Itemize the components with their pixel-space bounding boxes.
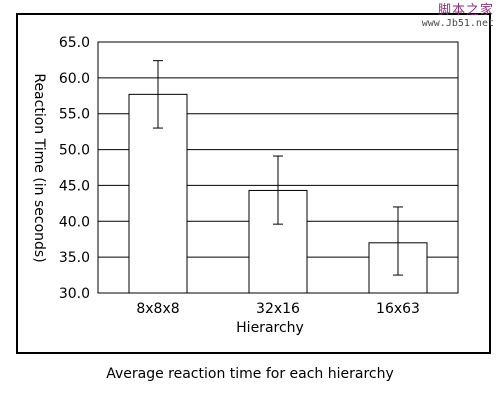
y-tick-labels: 30.0 35.0 40.0 45.0 50.0 55.0 60.0 65.0 [59, 35, 90, 302]
y-tick-label: 55.0 [59, 107, 90, 123]
x-tick-label: 16x63 [376, 301, 420, 317]
figure-caption: Average reaction time for each hierarchy [106, 366, 394, 382]
x-axis-label: Hierarchy [236, 320, 304, 336]
chart-frame [16, 13, 491, 354]
watermark-line-1: 脚本之家 [437, 3, 494, 18]
plot-area-border [97, 41, 459, 294]
y-axis-label: Reaction Time (in seconds) [31, 73, 47, 262]
watermark-line-2: www.Jb51.net [421, 18, 494, 30]
x-tick-label: 8x8x8 [136, 301, 179, 317]
y-tick-label: 50.0 [59, 143, 90, 159]
error-bars [153, 60, 403, 276]
y-tick-label: 60.0 [59, 71, 90, 87]
y-tick-label: 65.0 [59, 35, 90, 51]
y-tick-label: 35.0 [59, 250, 90, 266]
x-tick-labels: 8x8x8 32x16 16x63 [136, 301, 420, 317]
watermark-logo: 脚本之家 www.Jb51.net [421, 3, 494, 30]
y-tick-label: 30.0 [59, 286, 90, 302]
y-tick-label: 40.0 [59, 214, 90, 230]
y-tick-label: 45.0 [59, 178, 90, 194]
x-tick-label: 32x16 [256, 301, 300, 317]
